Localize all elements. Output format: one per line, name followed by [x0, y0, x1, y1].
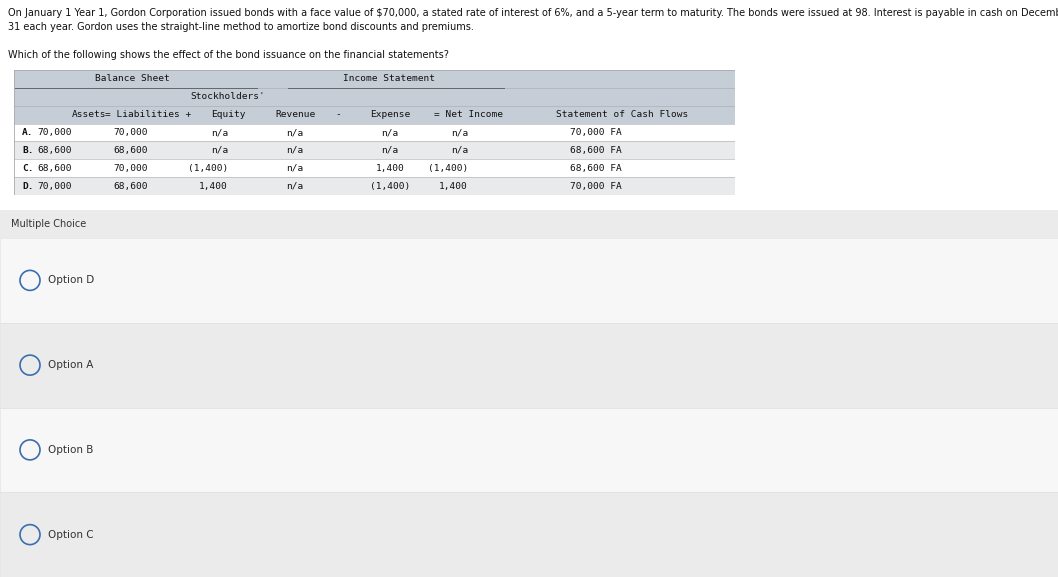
Text: Revenue: Revenue: [275, 110, 315, 119]
Text: 68,600: 68,600: [37, 146, 72, 155]
Text: (1,400): (1,400): [370, 182, 411, 190]
Text: 70,000 FA: 70,000 FA: [570, 128, 622, 137]
Text: 1,400: 1,400: [199, 182, 229, 190]
Text: B.: B.: [22, 146, 34, 155]
Text: 68,600: 68,600: [113, 182, 148, 190]
FancyBboxPatch shape: [0, 407, 1058, 492]
FancyBboxPatch shape: [14, 123, 735, 141]
Text: n/a: n/a: [381, 128, 399, 137]
Text: 70,000: 70,000: [113, 164, 148, 173]
Text: 70,000: 70,000: [37, 182, 72, 190]
Text: n/a: n/a: [287, 164, 304, 173]
Text: D.: D.: [22, 182, 34, 190]
Text: 31 each year. Gordon uses the straight-line method to amortize bond discounts an: 31 each year. Gordon uses the straight-l…: [8, 22, 474, 32]
Text: Balance Sheet: Balance Sheet: [95, 74, 169, 84]
Text: Which of the following shows the effect of the bond issuance on the financial st: Which of the following shows the effect …: [8, 50, 449, 60]
Text: A.: A.: [22, 128, 34, 137]
FancyBboxPatch shape: [14, 177, 735, 195]
Text: -: -: [335, 110, 341, 119]
FancyBboxPatch shape: [0, 323, 1058, 407]
FancyBboxPatch shape: [0, 492, 1058, 577]
Text: n/a: n/a: [451, 146, 468, 155]
Text: n/a: n/a: [287, 128, 304, 137]
Text: = Net Income: = Net Income: [434, 110, 503, 119]
Text: (1,400): (1,400): [187, 164, 229, 173]
Text: Expense: Expense: [370, 110, 411, 119]
FancyBboxPatch shape: [0, 238, 1058, 323]
Text: n/a: n/a: [381, 146, 399, 155]
Text: 68,600 FA: 68,600 FA: [570, 164, 622, 173]
Text: 68,600: 68,600: [37, 164, 72, 173]
Text: Option C: Option C: [49, 530, 94, 539]
Text: (1,400): (1,400): [427, 164, 468, 173]
Text: Equity: Equity: [211, 110, 245, 119]
Text: 1,400: 1,400: [376, 164, 404, 173]
Text: n/a: n/a: [211, 128, 229, 137]
FancyBboxPatch shape: [14, 141, 735, 159]
Text: n/a: n/a: [211, 146, 229, 155]
Text: Option A: Option A: [49, 360, 94, 370]
Text: 68,600: 68,600: [113, 146, 148, 155]
FancyBboxPatch shape: [14, 70, 735, 123]
Text: Multiple Choice: Multiple Choice: [11, 219, 86, 229]
Text: 68,600 FA: 68,600 FA: [570, 146, 622, 155]
Text: Option D: Option D: [49, 275, 95, 286]
Text: On January 1 Year 1, Gordon Corporation issued bonds with a face value of $70,00: On January 1 Year 1, Gordon Corporation …: [8, 8, 1058, 18]
FancyBboxPatch shape: [14, 159, 735, 177]
Text: 70,000 FA: 70,000 FA: [570, 182, 622, 190]
FancyBboxPatch shape: [0, 210, 1058, 238]
Text: n/a: n/a: [451, 128, 468, 137]
Text: 70,000: 70,000: [37, 128, 72, 137]
Text: Stockholders': Stockholders': [190, 92, 266, 102]
Text: Income Statement: Income Statement: [343, 74, 435, 84]
Text: 70,000: 70,000: [113, 128, 148, 137]
Text: n/a: n/a: [287, 182, 304, 190]
Text: Assets: Assets: [72, 110, 107, 119]
Text: n/a: n/a: [287, 146, 304, 155]
Text: 1,400: 1,400: [439, 182, 468, 190]
Text: C.: C.: [22, 164, 34, 173]
Text: = Liabilities +: = Liabilities +: [105, 110, 191, 119]
Text: Option B: Option B: [49, 445, 94, 455]
Text: Statement of Cash Flows: Statement of Cash Flows: [555, 110, 688, 119]
